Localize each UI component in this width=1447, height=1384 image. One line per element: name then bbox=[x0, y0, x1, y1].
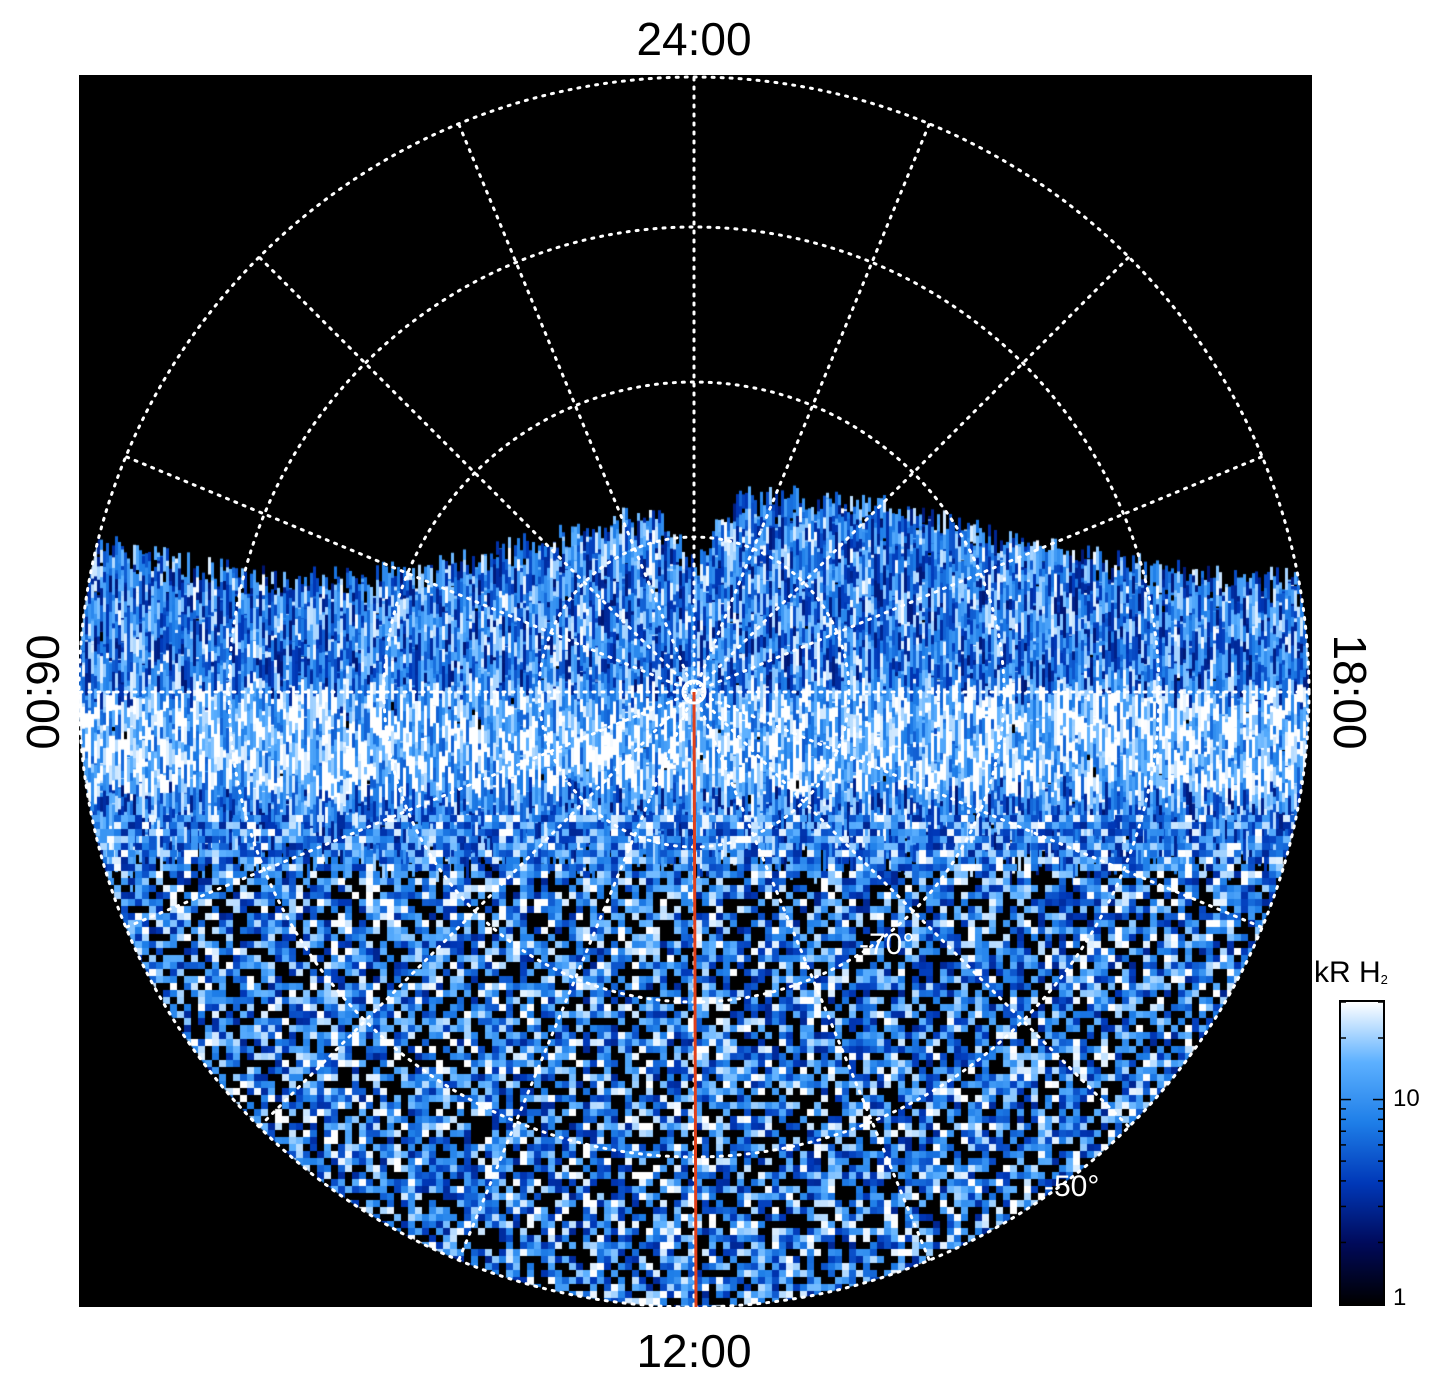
local-time-label-24: 24:00 bbox=[636, 13, 752, 65]
local-time-spoke bbox=[457, 122, 696, 694]
local-time-label-06: 06:00 bbox=[17, 634, 69, 750]
colorbar-frame bbox=[1339, 1000, 1385, 1306]
local-time-spoke bbox=[692, 455, 1264, 694]
colorbar-tick-10: 10 bbox=[1393, 1085, 1420, 1112]
local-time-spoke bbox=[692, 255, 1131, 694]
local-time-spoke bbox=[124, 455, 696, 694]
local-time-spoke bbox=[124, 690, 696, 929]
local-time-spoke bbox=[692, 690, 1131, 1129]
local-time-spokes bbox=[79, 75, 1311, 1307]
pole-marker bbox=[681, 679, 707, 705]
local-time-spoke bbox=[692, 122, 931, 694]
colorbar bbox=[1341, 1001, 1383, 1305]
colorbar-title-main: kR H bbox=[1314, 956, 1381, 989]
latitude-label-50: -50° bbox=[1044, 1170, 1100, 1203]
polar-grid bbox=[79, 75, 1311, 1307]
local-time-label-18: 18:00 bbox=[1324, 634, 1376, 750]
local-time-spoke bbox=[692, 690, 931, 1262]
local-time-label-12: 12:00 bbox=[636, 1325, 752, 1377]
colorbar-tick-1: 1 bbox=[1393, 1284, 1407, 1311]
local-time-spoke bbox=[457, 690, 696, 1262]
colorbar-title: kR H2 bbox=[1314, 958, 1388, 988]
local-time-spoke bbox=[257, 255, 696, 694]
polar-plot: -70° -50° bbox=[79, 75, 1312, 1307]
local-time-spoke bbox=[257, 690, 696, 1129]
latitude-label-70: -70° bbox=[859, 928, 915, 961]
noon-meridian-line bbox=[692, 691, 698, 1307]
colorbar-title-sub: 2 bbox=[1380, 972, 1388, 987]
local-time-spoke bbox=[692, 690, 1264, 929]
latitude-circle bbox=[227, 225, 1161, 1159]
